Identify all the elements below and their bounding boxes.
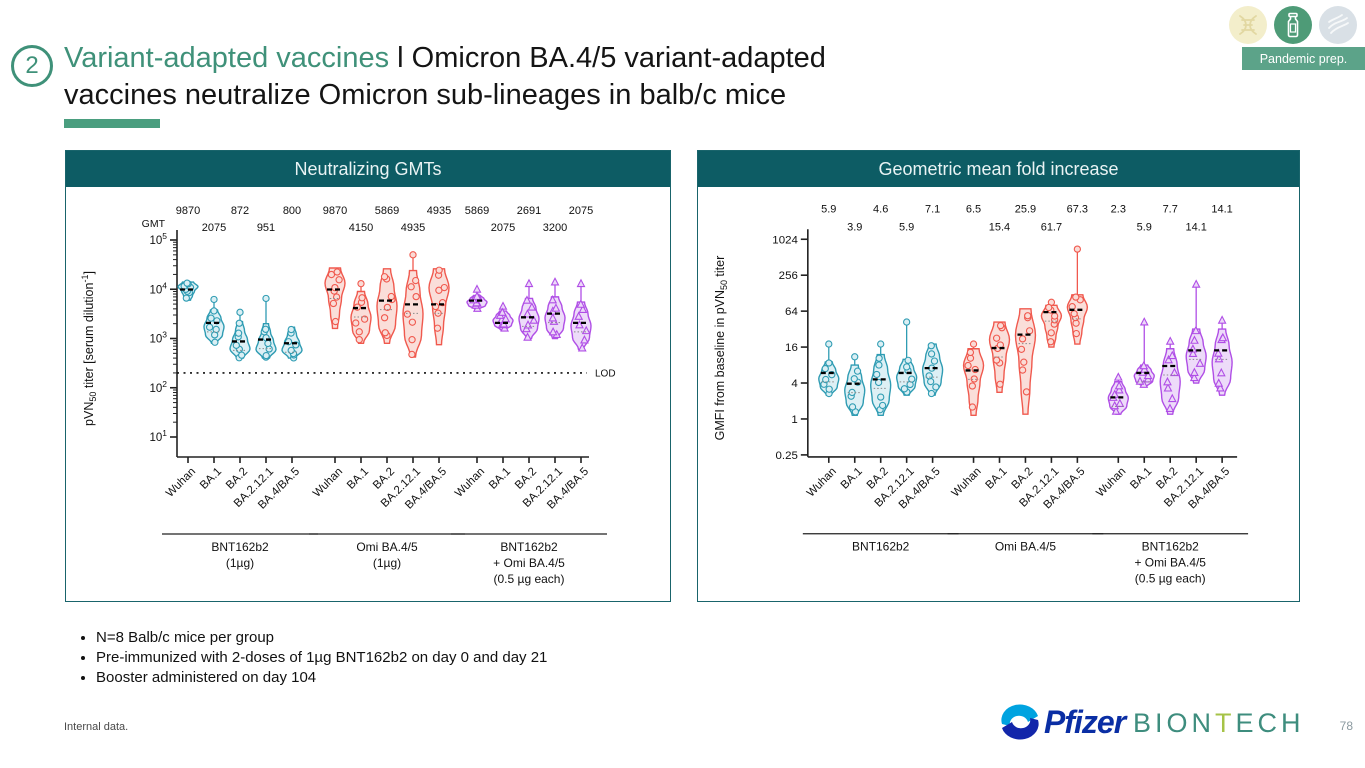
violin-chart-neutralizing-gmts: 105 104 103 102 101 GMT LOD 9870 Wuhan 2075 BA.1 87… [80, 205, 616, 586]
panel-title-neutralizing-gmts: Neutralizing GMTs [66, 151, 670, 187]
svg-text:103: 103 [149, 330, 167, 346]
biontech-logo: BIONTECH [1133, 708, 1305, 738]
svg-text:256: 256 [779, 270, 798, 282]
pfizer-swirl-icon [1001, 704, 1039, 740]
note-item: Pre-immunized with 2-doses of 1µg BNT162… [96, 649, 547, 666]
svg-text:15.4: 15.4 [989, 221, 1010, 233]
svg-text:Wuhan: Wuhan [1094, 466, 1128, 500]
svg-text:102: 102 [149, 379, 167, 395]
violin-chart-gmfi: 10242566416410.255.9Wuhan3.9BA.14.6BA.25… [713, 203, 1249, 586]
page-number: 78 [1339, 719, 1353, 733]
svg-text:2075: 2075 [491, 222, 515, 234]
svg-text:14.1: 14.1 [1211, 203, 1232, 215]
svg-text:16: 16 [785, 342, 798, 354]
svg-text:951: 951 [257, 222, 275, 234]
svg-text:4150: 4150 [349, 222, 373, 234]
svg-text:BNT162b2: BNT162b2 [852, 540, 910, 554]
svg-text:5.9: 5.9 [899, 221, 914, 233]
svg-text:BA.1: BA.1 [198, 466, 224, 492]
svg-text:2691: 2691 [517, 205, 541, 217]
svg-text:800: 800 [283, 205, 301, 217]
svg-text:Wuhan: Wuhan [164, 466, 198, 500]
svg-text:BNT162b2: BNT162b2 [500, 540, 558, 554]
panel-gmfi: Geometric mean fold increase 1024 256 64 16… [697, 150, 1300, 602]
svg-text:6.5: 6.5 [966, 203, 981, 215]
svg-text:+ Omi BA.4/5: + Omi BA.4/5 [493, 556, 565, 570]
svg-text:2.3: 2.3 [1111, 203, 1126, 215]
svg-text:61.7: 61.7 [1041, 221, 1062, 233]
svg-text:7.7: 7.7 [1163, 203, 1178, 215]
notes-list: N=8 Balb/c mice per group Pre-immunized … [78, 626, 547, 689]
title-line2: vaccines neutralize Omicron sub-lineages… [64, 79, 787, 112]
svg-text:(1µg): (1µg) [373, 556, 401, 570]
svg-text:GMFI from baseline in pVN50 ti: GMFI from baseline in pVN50 titer [713, 256, 729, 441]
panel-title-gmfi: Geometric mean fold increase [698, 151, 1299, 187]
svg-text:5869: 5869 [375, 205, 399, 217]
svg-text:5869: 5869 [465, 205, 489, 217]
svg-text:Wuhan: Wuhan [311, 466, 345, 500]
svg-text:101: 101 [149, 428, 167, 444]
svg-text:Omi BA.4/5: Omi BA.4/5 [356, 540, 418, 554]
svg-text:(1µg): (1µg) [226, 556, 254, 570]
svg-text:BA.1: BA.1 [984, 466, 1010, 492]
svg-text:104: 104 [149, 280, 167, 296]
corner-icons [1229, 6, 1357, 44]
svg-text:0.25: 0.25 [776, 450, 798, 462]
svg-text:2075: 2075 [569, 205, 593, 217]
pfizer-wordmark: Pfizer [1044, 703, 1126, 740]
svg-text:25.9: 25.9 [1015, 203, 1036, 215]
svg-text:Wuhan: Wuhan [950, 466, 984, 500]
svg-text:5.9: 5.9 [821, 203, 836, 215]
pfizer-logo: Pfizer [996, 698, 1126, 746]
note-item: N=8 Balb/c mice per group [96, 629, 547, 646]
svg-text:9870: 9870 [323, 205, 347, 217]
svg-text:Omi BA.4/5: Omi BA.4/5 [995, 540, 1057, 554]
svg-text:BA.1: BA.1 [345, 466, 371, 492]
title-underline [64, 119, 160, 128]
svg-text:4935: 4935 [427, 205, 451, 217]
svg-text:BNT162b2: BNT162b2 [1142, 540, 1200, 554]
svg-text:BNT162b2: BNT162b2 [211, 540, 269, 554]
svg-text:3200: 3200 [543, 222, 567, 234]
svg-text:67.3: 67.3 [1067, 203, 1088, 215]
dna-strand-icon [1229, 6, 1267, 44]
svg-text:5.9: 5.9 [1137, 221, 1152, 233]
svg-text:64: 64 [785, 306, 798, 318]
svg-text:GMT: GMT [142, 218, 166, 230]
svg-text:BA.1: BA.1 [487, 466, 513, 492]
svg-text:BA.1: BA.1 [1128, 466, 1154, 492]
svg-text:4: 4 [791, 378, 798, 390]
note-item: Booster administered on day 104 [96, 669, 547, 686]
svg-text:105: 105 [149, 231, 167, 247]
page-title: Variant-adapted vaccines l Omicron BA.4/… [64, 40, 1064, 114]
svg-text:4935: 4935 [401, 222, 425, 234]
svg-text:2075: 2075 [202, 222, 226, 234]
spike-protein-icon [1319, 6, 1357, 44]
vaccine-vial-icon [1274, 6, 1312, 44]
svg-text:1024: 1024 [772, 234, 798, 246]
svg-text:(0.5 µg each): (0.5 µg each) [494, 572, 565, 586]
svg-text:Wuhan: Wuhan [453, 466, 487, 500]
title-highlight: Variant-adapted vaccines [64, 42, 390, 74]
pandemic-prep-badge: Pandemic prep. [1242, 47, 1365, 70]
title-rest: l Omicron BA.4/5 variant-adapted [389, 42, 826, 74]
svg-text:(0.5 µg each): (0.5 µg each) [1135, 572, 1206, 586]
svg-text:7.1: 7.1 [925, 203, 940, 215]
svg-text:Wuhan: Wuhan [805, 466, 839, 500]
svg-text:1: 1 [791, 414, 797, 426]
svg-text:pVN50 titer [serum dilution-1]: pVN50 titer [serum dilution-1] [80, 271, 98, 426]
svg-text:3.9: 3.9 [847, 221, 862, 233]
panel-neutralizing-gmts: Neutralizing GMTs 105 104 103 102 101 GMT LOD 9… [65, 150, 671, 602]
svg-text:LOD: LOD [595, 368, 616, 379]
svg-text:BA.1: BA.1 [839, 466, 865, 492]
svg-text:9870: 9870 [176, 205, 200, 217]
internal-data-note: Internal data. [64, 721, 129, 733]
svg-text:14.1: 14.1 [1185, 221, 1206, 233]
svg-text:+ Omi BA.4/5: + Omi BA.4/5 [1134, 556, 1206, 570]
svg-text:872: 872 [231, 205, 249, 217]
svg-text:4.6: 4.6 [873, 203, 888, 215]
section-number-badge: 2 [11, 45, 53, 87]
